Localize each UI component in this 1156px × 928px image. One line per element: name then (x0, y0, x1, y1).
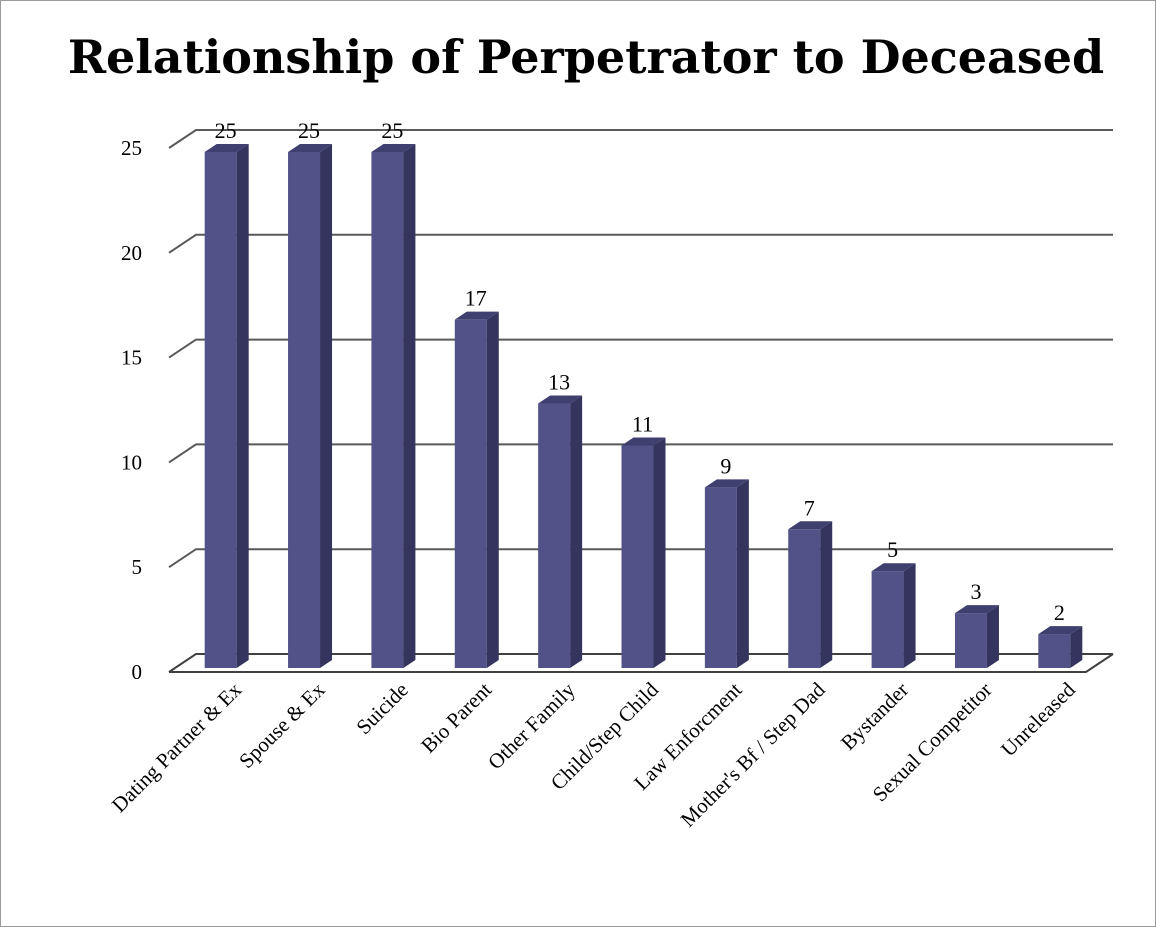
bar-side (320, 144, 333, 668)
chart-title: Relationship of Perpetrator to Deceased (68, 30, 1104, 84)
data-label: 25 (298, 118, 320, 143)
y-tick-label: 10 (121, 450, 142, 474)
bar-side (236, 144, 249, 668)
bar-side (736, 479, 749, 668)
bar-side (903, 563, 916, 668)
y-tick-label: 0 (132, 660, 143, 684)
data-label: 5 (887, 537, 898, 562)
bar-front (288, 152, 321, 668)
bar (538, 395, 583, 668)
bar-side (653, 437, 666, 668)
bar-top (704, 479, 749, 488)
x-tick-label: Bio Parent (416, 677, 496, 757)
bar (288, 144, 333, 668)
bar-side (486, 311, 499, 668)
bar-front (704, 487, 737, 668)
gridline (168, 338, 1113, 359)
bar-front (371, 152, 404, 668)
bar (621, 437, 666, 668)
data-labels: 25 25 25 17 13 11 9 7 5 3 2 (215, 118, 1065, 625)
bar (1038, 626, 1083, 668)
bars (204, 144, 1083, 668)
bar-top (1038, 626, 1083, 635)
bar-front (1038, 634, 1071, 668)
bar-top (621, 437, 666, 446)
data-label: 11 (632, 411, 653, 436)
bar-front (454, 319, 487, 668)
bar-top (204, 144, 249, 152)
data-label: 13 (548, 370, 570, 395)
bar (871, 563, 916, 668)
gridline (168, 129, 1113, 149)
bar-top (788, 521, 833, 530)
data-label: 7 (804, 495, 815, 520)
data-label: 25 (215, 118, 237, 143)
x-tick-label: Dating Partner & Ex (107, 677, 247, 817)
x-tick-label: Spouse & Ex (234, 677, 330, 773)
bar-top (288, 144, 333, 152)
data-label: 2 (1054, 600, 1065, 625)
bar (204, 144, 249, 668)
bar-top (954, 605, 999, 614)
x-tick-label: Mother's Bf / Step Dad (676, 677, 830, 831)
x-tick-label: Bystander (836, 678, 913, 755)
bar-top (871, 563, 916, 572)
bar (704, 479, 749, 668)
bar (954, 605, 999, 668)
bar-front (621, 445, 654, 668)
data-label: 25 (381, 118, 403, 143)
bar-front (871, 571, 904, 668)
gridline (168, 233, 1113, 254)
y-tick-label: 25 (121, 136, 142, 160)
bar-front (538, 403, 571, 668)
bar (788, 521, 833, 668)
bar-top (454, 311, 499, 320)
bar-side (820, 521, 833, 668)
bar (454, 311, 499, 668)
bar-side (1070, 626, 1083, 668)
floor-edge (169, 653, 1114, 673)
bar-front (788, 529, 821, 668)
gridline (168, 443, 1113, 464)
data-label: 3 (970, 579, 981, 604)
data-label: 9 (720, 453, 731, 478)
data-label: 17 (465, 286, 487, 311)
bar-top (371, 144, 416, 152)
bar (371, 144, 416, 668)
bar-side (986, 605, 999, 668)
gridlines (168, 129, 1114, 673)
y-tick-label: 15 (121, 346, 142, 370)
y-tick-label: 5 (132, 555, 143, 579)
bar-side (403, 144, 416, 668)
bar-front (954, 613, 987, 668)
bar-side (570, 395, 583, 668)
bar-front (204, 152, 237, 668)
bar-top (538, 395, 583, 404)
x-tick-label: Unreleased (996, 677, 1080, 761)
y-axis-ticks: 0 5 10 15 20 25 (121, 136, 142, 684)
y-tick-label: 20 (121, 241, 142, 265)
x-tick-label: Suicide (351, 678, 413, 740)
